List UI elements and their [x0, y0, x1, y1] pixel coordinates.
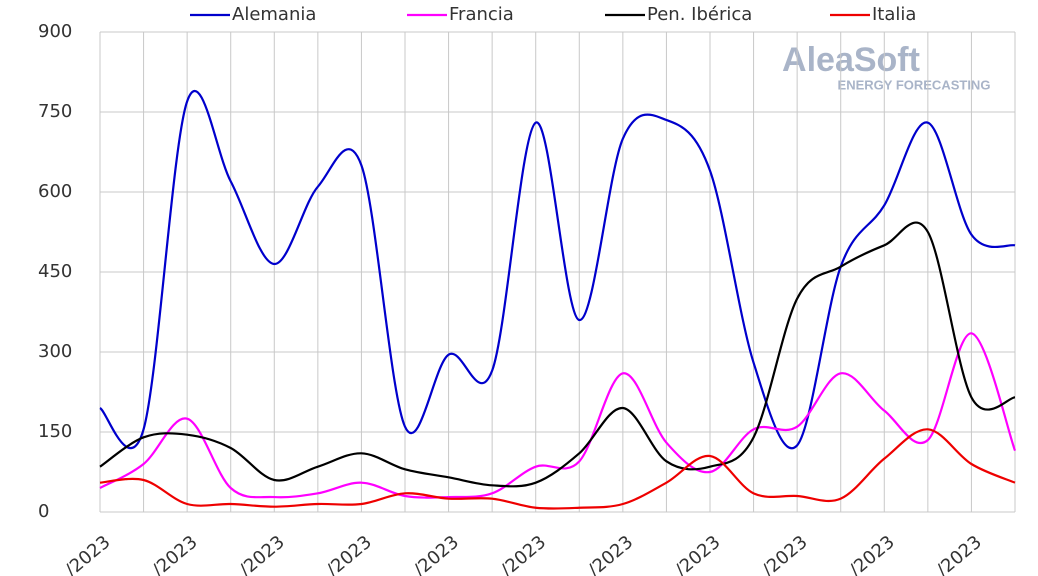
x-tick-label: /2023 — [61, 532, 114, 576]
x-tick-label: /2023 — [235, 532, 288, 576]
x-tick-label: /2023 — [933, 532, 986, 576]
legend-label: Francia — [449, 4, 514, 25]
series-line — [99, 428, 1016, 510]
y-tick-label: 750 — [38, 101, 72, 122]
watermark-brand: AleaSoft — [782, 41, 920, 79]
y-tick-label: 450 — [38, 261, 72, 282]
series-line — [99, 332, 1017, 499]
x-tick-label: /2023 — [758, 532, 811, 576]
y-tick-label: 300 — [38, 341, 72, 362]
x-tick-label: /2023 — [148, 532, 201, 576]
x-tick-label: /2023 — [323, 532, 376, 576]
x-tick-label: /2023 — [671, 532, 724, 576]
series-line — [99, 90, 1016, 450]
y-tick-label: 150 — [38, 421, 72, 442]
legend-label: Alemania — [232, 4, 316, 25]
y-tick-label: 0 — [38, 501, 49, 522]
x-tick-label: /2023 — [845, 532, 898, 576]
watermark-tagline: ENERGY FORECASTING — [838, 77, 991, 92]
y-tick-label: 900 — [38, 21, 72, 42]
y-tick-label: 600 — [38, 181, 72, 202]
series-line — [99, 221, 1016, 488]
x-tick-label: /2023 — [410, 532, 463, 576]
legend-label: Italia — [872, 4, 916, 25]
x-tick-label: /2023 — [584, 532, 637, 576]
x-tick-label: /2023 — [497, 532, 550, 576]
legend-label: Pen. Ibérica — [647, 4, 752, 25]
